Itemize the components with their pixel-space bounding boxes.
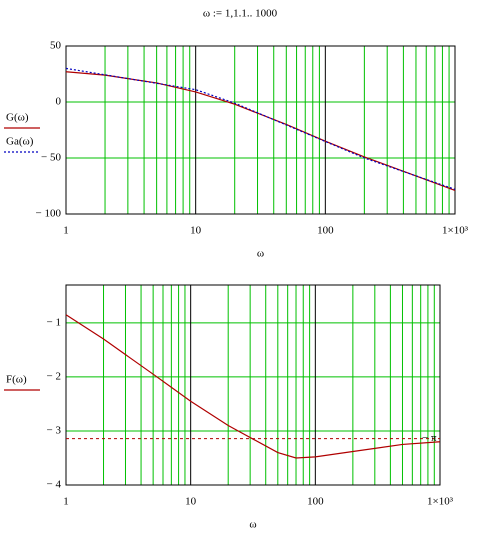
y-tick-label: 0 bbox=[56, 96, 62, 108]
plot-frame bbox=[65, 284, 441, 486]
y-tick-label: − 1 bbox=[47, 316, 61, 328]
data-line bbox=[65, 314, 441, 459]
plot-frame bbox=[65, 45, 456, 215]
x-tick-label: 100 bbox=[317, 225, 334, 237]
x-tick-label: 10 bbox=[185, 496, 197, 508]
data-line bbox=[65, 67, 456, 190]
x-tick-label: 1×10³ bbox=[427, 496, 454, 508]
legend-label: Ga(ω) bbox=[6, 136, 34, 148]
x-tick-label: 100 bbox=[307, 496, 324, 508]
reference-label: − π bbox=[422, 432, 437, 444]
x-axis-label: ω bbox=[257, 248, 264, 260]
y-tick-label: − 4 bbox=[47, 479, 62, 491]
y-tick-label: − 50 bbox=[41, 152, 61, 164]
y-tick-label: 50 bbox=[50, 40, 62, 52]
x-tick-label: 1 bbox=[63, 496, 69, 508]
y-tick-label: − 100 bbox=[36, 208, 62, 220]
x-axis-label: ω bbox=[249, 519, 256, 531]
x-tick-label: 1×10³ bbox=[442, 225, 469, 237]
definition: ω := 1,1.1.. 1000 bbox=[203, 8, 278, 20]
y-tick-label: − 2 bbox=[47, 370, 61, 382]
legend-label: F(ω) bbox=[6, 374, 27, 386]
x-tick-label: 10 bbox=[190, 225, 202, 237]
legend-label: G(ω) bbox=[6, 112, 29, 124]
x-tick-label: 1 bbox=[63, 225, 69, 237]
y-tick-label: − 3 bbox=[47, 424, 62, 436]
data-line bbox=[65, 71, 456, 192]
